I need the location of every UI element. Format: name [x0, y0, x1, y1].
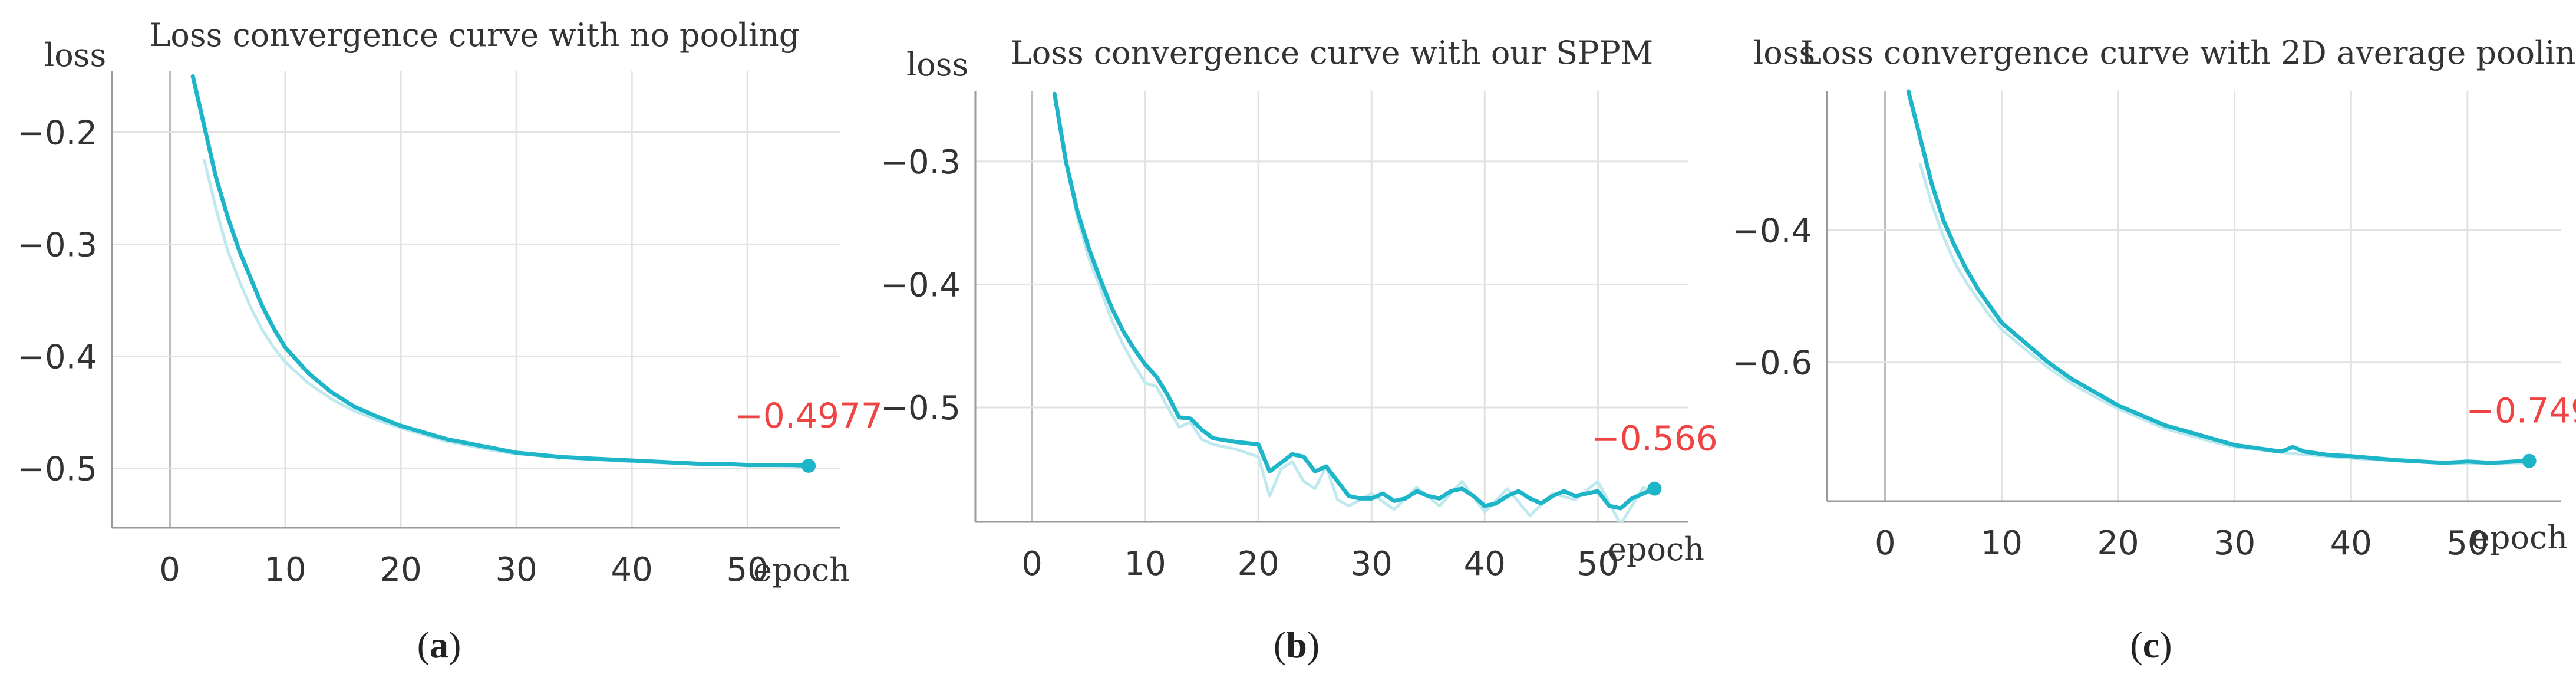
chart-c-x-tick-label: 30 — [2214, 524, 2255, 563]
chart-c-series-raw — [1918, 162, 2528, 465]
chart-b-y-tick-label: −0.4 — [880, 266, 961, 304]
chart-b-series-raw — [1064, 160, 1656, 522]
chart-a-y-tick-label: −0.3 — [17, 226, 97, 264]
chart-c-y-tick-label: −0.6 — [1732, 344, 1812, 383]
chart-a-final-value-label: −0.4977 — [734, 396, 883, 436]
chart-a-x-tick-label: 40 — [611, 551, 653, 589]
chart-b-title: Loss convergence curve with our SPPM — [1011, 34, 1653, 71]
chart-a-series-smoothed — [190, 74, 811, 468]
chart-a-series-raw — [203, 159, 807, 468]
chart-c-caption: (c) — [2130, 624, 2172, 666]
chart-b-final-point — [1647, 481, 1662, 496]
chart-a-x-tick-label: 50 — [727, 551, 768, 589]
chart-a-x-tick-label: 0 — [159, 551, 180, 589]
chart-c-x-tick-label: 20 — [2097, 524, 2139, 563]
chart-c-y-tick-label: −0.4 — [1732, 212, 1812, 250]
chart-a-y-tick-label: −0.5 — [17, 450, 97, 488]
chart-a-x-tick-label: 20 — [380, 551, 421, 589]
chart-a-x-tick-label: 30 — [495, 551, 537, 589]
chart-c-x-tick-label: 0 — [1875, 524, 1896, 563]
chart-c-x-axis-label: epoch — [2471, 519, 2568, 556]
chart-b-y-axis-label: loss — [906, 46, 968, 83]
panel-c: −0.749 −0.4 −0.6 0 10 20 30 40 50 Loss convergenc… — [1732, 34, 2576, 666]
panel-a: −0.4977 −0.2 −0.3 −0.4 −0.5 0 10 20 30 40 50 Loss c… — [17, 17, 883, 666]
chart-b-x-tick-label: 40 — [1464, 545, 1506, 583]
chart-b-series-smoothed — [1052, 91, 1657, 511]
chart-b-x-tick-label: 0 — [1021, 545, 1043, 583]
chart-a-final-point — [802, 458, 816, 473]
chart-b-x-tick-label: 20 — [1238, 545, 1279, 583]
chart-c-x-tick-label: 10 — [1981, 524, 2023, 563]
chart-b-x-axis-label: epoch — [1608, 531, 1704, 568]
chart-a-y-axis-label: loss — [44, 37, 106, 74]
chart-a-x-tick-label: 10 — [264, 551, 306, 589]
chart-b-caption: (b) — [1274, 624, 1320, 666]
chart-a-title: Loss convergence curve with no pooling — [150, 17, 800, 54]
chart-b-y-tick-label: −0.5 — [880, 389, 961, 427]
chart-c-x-tick-label: 50 — [2446, 524, 2488, 563]
chart-c-final-point — [2522, 453, 2537, 468]
chart-a-y-tick-label: −0.4 — [17, 338, 97, 376]
chart-c-y-axis-label: loss — [1753, 34, 1815, 71]
chart-b-y-tick-label: −0.3 — [880, 143, 961, 182]
chart-b-x-tick-label: 10 — [1124, 545, 1166, 583]
panel-b: −0.566 −0.3 −0.4 −0.5 0 10 20 30 40 50 Loss conver… — [880, 34, 1718, 666]
chart-c-final-value-label: −0.749 — [2466, 391, 2576, 431]
chart-b-final-value-label: −0.566 — [1591, 419, 1718, 459]
chart-c-title: Loss convergence curve with 2D average p… — [1800, 34, 2576, 71]
chart-c-x-tick-label: 40 — [2330, 524, 2372, 563]
chart-a-y-tick-label: −0.2 — [17, 114, 97, 152]
chart-a-x-axis-label: epoch — [753, 551, 850, 588]
chart-b-x-tick-label: 50 — [1577, 545, 1619, 583]
chart-c-series-smoothed — [1906, 89, 2532, 465]
chart-a-caption: (a) — [417, 624, 461, 666]
chart-b-x-tick-label: 30 — [1351, 545, 1393, 583]
